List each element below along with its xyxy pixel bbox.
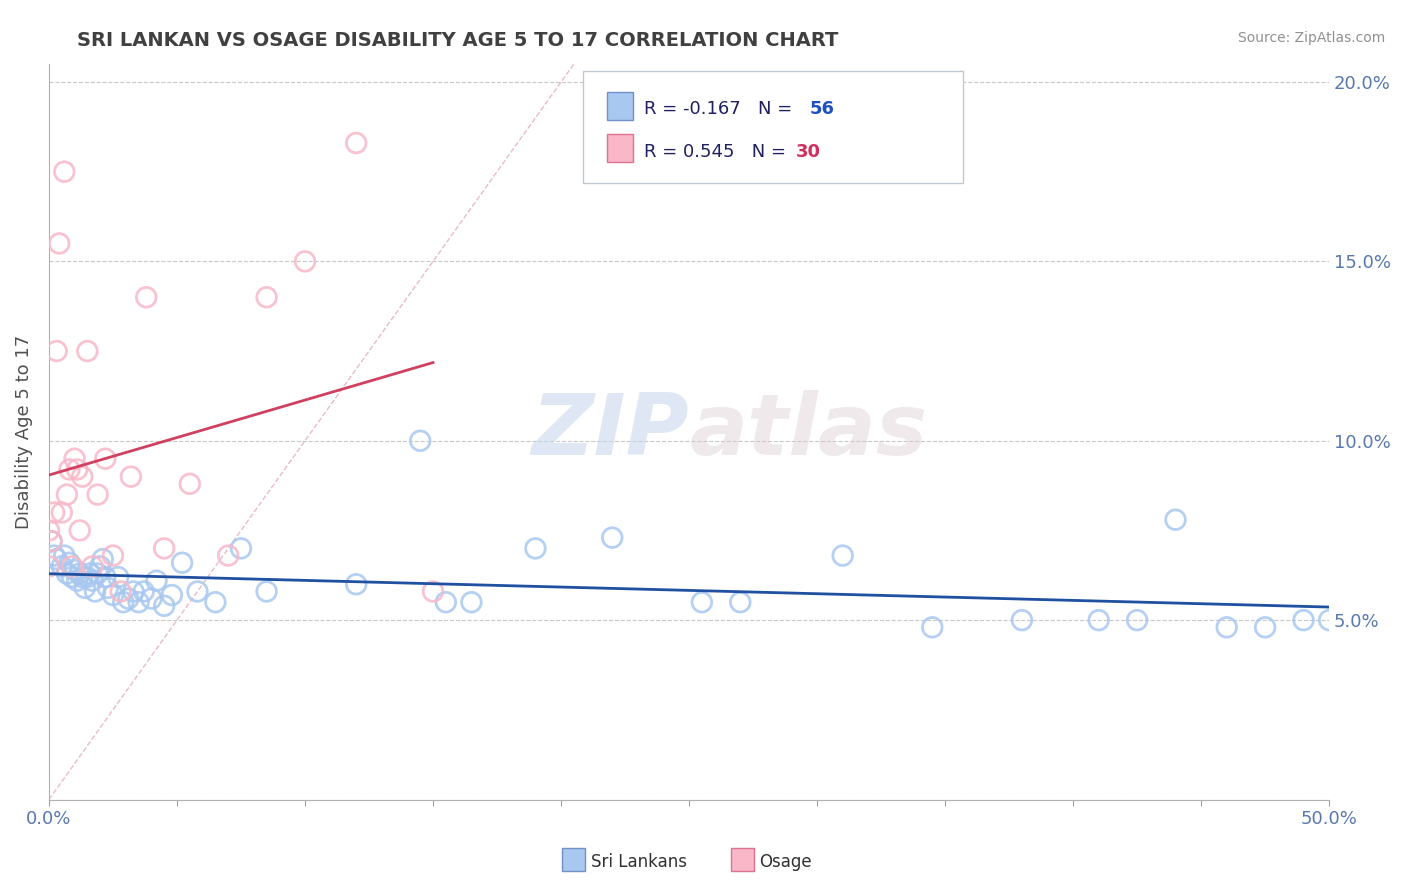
Point (422, 584, 444, 599)
Text: Osage: Osage (759, 853, 811, 871)
Point (38, 559, 60, 574)
Point (86, 566, 108, 581)
Point (84, 584, 107, 599)
Point (1011, 613, 1033, 627)
Point (1164, 513, 1187, 527)
Point (690, 595, 713, 609)
Point (132, 584, 155, 599)
Point (41, 534, 63, 549)
Point (58, 462, 80, 476)
Point (66, 574, 89, 588)
Point (1126, 613, 1149, 627)
Point (730, 595, 752, 609)
Point (217, 549, 239, 563)
Point (94, 451, 117, 466)
Point (91, 552, 114, 566)
Point (409, 434, 432, 448)
Point (38, 524, 60, 538)
Point (434, 595, 457, 609)
Point (117, 591, 139, 606)
Point (128, 595, 150, 609)
Point (1087, 613, 1109, 627)
Point (66, 462, 89, 476)
Point (79, 566, 101, 581)
Point (107, 570, 129, 584)
Point (460, 595, 482, 609)
Point (1254, 620, 1277, 634)
Point (89, 559, 111, 574)
Point (72, 469, 94, 483)
Point (120, 469, 142, 483)
Text: 56: 56 (810, 100, 835, 118)
Point (186, 584, 208, 599)
Point (122, 584, 145, 599)
Point (48, 236, 70, 251)
Point (179, 476, 201, 491)
Point (72, 570, 94, 584)
Point (110, 584, 132, 599)
Point (600, 531, 623, 545)
Point (63, 563, 86, 577)
Point (135, 290, 157, 304)
Point (76, 344, 98, 359)
Point (153, 541, 176, 556)
Point (112, 595, 135, 609)
Point (921, 620, 943, 634)
Point (60, 559, 83, 574)
Point (86, 487, 108, 501)
Point (204, 595, 226, 609)
Point (160, 588, 183, 602)
Point (344, 577, 367, 591)
Point (831, 549, 853, 563)
Point (69, 566, 91, 581)
Point (82, 574, 104, 588)
Point (41, 534, 63, 549)
Point (94, 570, 117, 584)
Text: 30: 30 (796, 143, 821, 161)
Point (82, 559, 104, 574)
Point (145, 574, 167, 588)
Point (42, 549, 65, 563)
Point (1317, 613, 1340, 627)
Point (101, 588, 124, 602)
Point (141, 591, 163, 606)
Text: Source: ZipAtlas.com: Source: ZipAtlas.com (1237, 31, 1385, 45)
Point (56, 566, 79, 581)
Point (1292, 613, 1315, 627)
Point (42, 506, 65, 520)
Point (56, 487, 79, 501)
Y-axis label: Disability Age 5 to 17: Disability Age 5 to 17 (15, 334, 32, 529)
Point (256, 290, 278, 304)
Point (58, 556, 80, 570)
Text: R = 0.545   N =: R = 0.545 N = (644, 143, 792, 161)
Point (73, 581, 96, 595)
Text: atlas: atlas (689, 391, 927, 474)
Point (344, 136, 367, 150)
Point (45, 552, 67, 566)
Point (524, 541, 547, 556)
Point (101, 549, 124, 563)
Point (1215, 620, 1237, 634)
Point (69, 524, 91, 538)
Point (294, 254, 316, 268)
Point (229, 541, 252, 556)
Point (63, 451, 86, 466)
Point (256, 584, 278, 599)
Point (45, 344, 67, 359)
Point (60, 570, 83, 584)
Text: ZIP: ZIP (531, 391, 689, 474)
Point (97, 581, 120, 595)
Point (53, 164, 76, 178)
Text: R = -0.167   N =: R = -0.167 N = (644, 100, 799, 118)
Point (76, 570, 98, 584)
Point (51, 506, 73, 520)
Point (172, 556, 194, 570)
Point (51, 559, 73, 574)
Text: Sri Lankans: Sri Lankans (591, 853, 686, 871)
Point (153, 599, 176, 613)
Point (53, 549, 76, 563)
Text: SRI LANKAN VS OSAGE DISABILITY AGE 5 TO 17 CORRELATION CHART: SRI LANKAN VS OSAGE DISABILITY AGE 5 TO … (77, 31, 839, 50)
